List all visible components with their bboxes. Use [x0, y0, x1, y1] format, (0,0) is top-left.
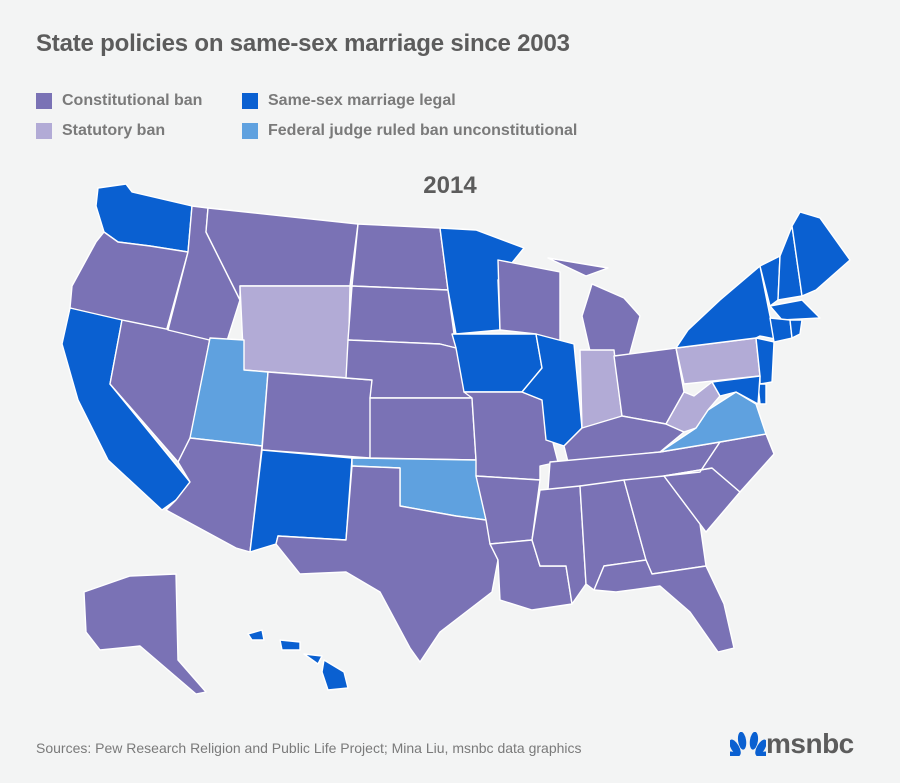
state-nj	[755, 337, 775, 385]
state-tx	[275, 465, 499, 663]
legend-item-legal: Same-sex marriage legal	[242, 92, 456, 110]
state-ri	[789, 319, 803, 339]
legend-swatch-judge-ruled	[242, 123, 258, 139]
state-wi	[497, 259, 561, 347]
legend-item-constitutional-ban: Constitutional ban	[36, 92, 202, 110]
legend-swatch-constitutional-ban	[36, 93, 52, 109]
legend-swatch-statutory-ban	[36, 123, 52, 139]
legend-item-statutory-ban: Statutory ban	[36, 122, 165, 140]
state-de	[757, 383, 767, 405]
state-fl	[593, 559, 735, 653]
sources-footnote: Sources: Pew Research Religion and Publi…	[36, 740, 582, 756]
map-year: 2014	[423, 172, 477, 199]
legend-label-legal: Same-sex marriage legal	[268, 92, 456, 109]
state-me	[791, 211, 851, 297]
state-ak	[83, 573, 207, 695]
legend-item-judge-ruled: Federal judge ruled ban unconstitutional	[242, 122, 577, 140]
legend-swatch-legal	[242, 93, 258, 109]
logo-text: msnbc	[766, 728, 854, 759]
state-ky	[563, 415, 685, 463]
state-hi	[247, 629, 349, 691]
legend-label-statutory-ban: Statutory ban	[62, 122, 166, 139]
msnbc-logo: msnbc	[730, 728, 854, 760]
state-co	[261, 371, 373, 459]
state-ks	[369, 397, 477, 461]
peacock-icon	[730, 732, 766, 756]
state-il	[521, 333, 583, 447]
state-ct	[769, 317, 793, 343]
legend-label-judge-ruled: Federal judge ruled ban unconstitutional	[268, 122, 578, 139]
state-md	[711, 375, 761, 405]
legend: Constitutional ban Same-sex marriage leg…	[36, 92, 636, 148]
chart-title: State policies on same-sex marriage sinc…	[36, 30, 570, 57]
state-wy	[239, 285, 351, 379]
state-sd	[347, 285, 457, 349]
state-nd	[351, 223, 449, 291]
state-ma	[769, 299, 821, 321]
legend-label-constitutional-ban: Constitutional ban	[62, 92, 203, 109]
